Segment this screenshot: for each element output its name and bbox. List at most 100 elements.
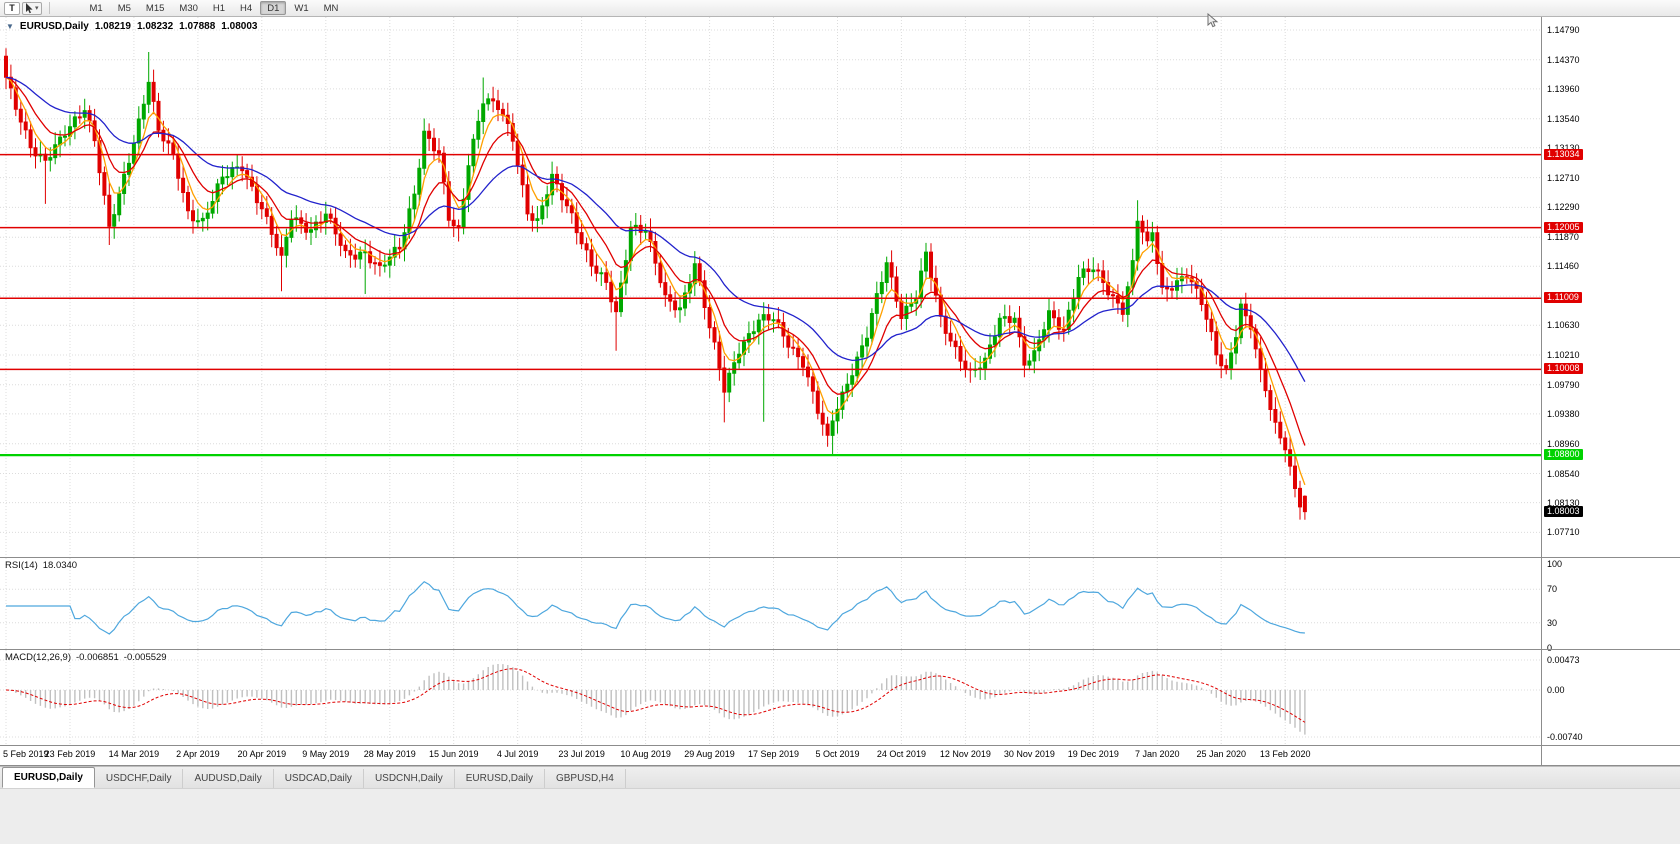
timeframe-d1[interactable]: D1: [260, 1, 287, 15]
mouse-cursor: [1207, 13, 1219, 28]
macd-title: MACD(12,26,9): [5, 652, 71, 663]
line-price-label: 1.08800: [1544, 449, 1583, 461]
timeframe-m15[interactable]: M15: [145, 2, 165, 14]
chart-tab-2-audusd-daily[interactable]: AUDUSD,Daily: [183, 769, 274, 788]
price-tick: 1.09790: [1547, 379, 1580, 390]
ohlc-open: 1.08219: [94, 21, 131, 32]
chart-tab-6-gbpusd-h4[interactable]: GBPUSD,H4: [545, 769, 626, 788]
timeframe-m30[interactable]: M30: [179, 2, 198, 14]
macd-main-value: -0.006851: [76, 652, 119, 663]
pane-splitter: [0, 745, 1680, 746]
line-price-label: 1.10008: [1544, 363, 1583, 375]
rsi-title: RSI(14): [5, 560, 38, 571]
macd-tick: 0.00473: [1547, 655, 1580, 665]
ohlc-close: 1.08003: [221, 21, 258, 32]
price-tick: 1.13960: [1547, 83, 1580, 94]
rsi-value: 18.0340: [42, 560, 78, 571]
cursor-tool-button[interactable]: ▾: [22, 1, 42, 15]
line-price-label: 1.11009: [1544, 292, 1582, 304]
time-axis-label: 28 May 2019: [363, 749, 416, 759]
price-tick: 1.13540: [1547, 113, 1580, 124]
macd-pane[interactable]: MACD(12,26,9) -0.006851 -0.005529: [0, 650, 1541, 745]
time-axis[interactable]: 5 Feb 2019 23 Feb 2019 14 Mar 2019 2 Apr 20…: [0, 746, 1541, 765]
timeframe-w1[interactable]: W1: [294, 2, 309, 14]
price-tick: 1.10630: [1547, 320, 1580, 331]
macd-tick: -0.00740: [1547, 732, 1583, 742]
price-tick: 1.12710: [1547, 172, 1580, 183]
timeframe-h1[interactable]: H1: [212, 2, 226, 14]
chart-tab-bar: EURUSD,Daily USDCHF,Daily AUDUSD,Daily USDC…: [0, 766, 1680, 788]
macd-label: MACD(12,26,9) -0.006851 -0.005529: [5, 652, 167, 663]
time-axis-label: 17 Sep 2019: [747, 749, 800, 759]
time-axis-label: 30 Nov 2019: [1003, 749, 1055, 759]
chart-tab-3-usdcad-daily[interactable]: USDCAD,Daily: [274, 769, 364, 788]
time-axis-label: 2 Apr 2019: [176, 749, 220, 759]
timeframe-mn[interactable]: MN: [323, 2, 339, 14]
top-toolbar: T ▾ M1 M5 M15 M30 H1 H4 D1 W1 MN: [0, 0, 1680, 17]
cursor-icon: [26, 2, 33, 13]
price-tick: 1.08960: [1547, 438, 1580, 449]
price-tick: 1.13130: [1547, 142, 1580, 153]
chart-tab-1-usdchf-daily[interactable]: USDCHF,Daily: [95, 769, 184, 788]
timeframe-h4[interactable]: H4: [240, 2, 253, 14]
price-tick: 1.14790: [1547, 25, 1580, 35]
pane-splitter[interactable]: [0, 557, 1680, 558]
time-axis-label: 25 Jan 2020: [1196, 749, 1247, 759]
time-axis-label: 10 Aug 2019: [620, 749, 671, 759]
timeframe-m1[interactable]: M1: [89, 2, 103, 14]
macd-plot: [0, 650, 1541, 745]
one-click-trading-arrow[interactable]: ▼: [6, 22, 14, 31]
price-axis-divider: [1541, 17, 1542, 765]
rsi-label: RSI(14) 18.0340: [5, 560, 77, 571]
text-tool-button[interactable]: T: [4, 1, 20, 15]
chart-tab-5-eurusd-daily[interactable]: EURUSD,Daily: [455, 769, 545, 788]
timeframe-buttons: M1 M5 M15 M30 H1 H4 D1 W1 MN: [83, 1, 346, 15]
price-tick: 1.10210: [1547, 350, 1580, 360]
line-price-label: 1.12005: [1544, 221, 1583, 233]
time-axis-label: 23 Feb 2019: [44, 749, 96, 759]
status-bar: [0, 788, 1680, 844]
pane-splitter[interactable]: [0, 649, 1680, 650]
ohlc-high: 1.08232: [136, 21, 174, 32]
price-tick: 1.07710: [1547, 527, 1580, 538]
price-tick: 1.08540: [1547, 468, 1580, 479]
candlestick-plot: [0, 17, 1541, 557]
chart-tab-4-usdcnh-daily[interactable]: USDCNH,Daily: [364, 769, 455, 788]
time-axis-label: 9 May 2019: [302, 749, 350, 759]
rsi-tick: 100: [1547, 559, 1563, 569]
rsi-pane[interactable]: RSI(14) 18.0340: [0, 558, 1541, 649]
price-tick: 1.14370: [1547, 54, 1580, 65]
rsi-plot: [0, 558, 1541, 649]
ohlc-low: 1.07888: [179, 21, 216, 32]
price-tick: 1.11460: [1547, 261, 1579, 272]
price-tick: 1.12290: [1547, 202, 1580, 213]
toolbar-separator: [48, 2, 50, 14]
time-axis-label: 24 Oct 2019: [876, 749, 926, 759]
line-price-label: 1.13034: [1544, 148, 1583, 160]
time-axis-label: 5 Feb 2019: [3, 749, 49, 759]
chart-header: ▼ EURUSD,Daily 1.08219 1.08232 1.07888 1…: [6, 21, 257, 32]
time-axis-label: 7 Jan 2020: [1134, 749, 1180, 759]
main-chart-pane[interactable]: ▼ EURUSD,Daily 1.08219 1.08232 1.07888 1…: [0, 17, 1541, 557]
price-tick: 1.09380: [1547, 408, 1580, 419]
macd-signal-value: -0.005529: [123, 652, 167, 663]
chevron-down-icon: ▾: [35, 5, 39, 12]
time-axis-label: 4 Jul 2019: [496, 749, 539, 759]
price-tick: 1.08130: [1547, 497, 1580, 508]
price-axis[interactable]: 1.14790 1.14370 1.13960 1.13540 1.13130 1.127…: [1542, 17, 1680, 765]
time-axis-label: 12 Nov 2019: [939, 749, 991, 759]
time-axis-label: 20 Apr 2019: [237, 749, 287, 759]
time-axis-label: 29 Aug 2019: [684, 749, 735, 759]
price-tick: 1.11870: [1547, 232, 1579, 243]
time-axis-label: 5 Oct 2019: [815, 749, 860, 759]
symbol-period-label: EURUSD,Daily: [19, 21, 89, 32]
axis-divider: [0, 765, 1680, 766]
time-axis-label: 14 Mar 2019: [108, 749, 160, 759]
rsi-tick: 70: [1547, 584, 1558, 595]
current-price-label: 1.08003: [1544, 505, 1583, 517]
time-axis-label: 23 Jul 2019: [558, 749, 605, 759]
macd-tick: 0.00: [1547, 685, 1565, 695]
chart-tab-0-eurusd-daily[interactable]: EURUSD,Daily: [2, 767, 95, 788]
timeframe-m5[interactable]: M5: [117, 2, 131, 14]
